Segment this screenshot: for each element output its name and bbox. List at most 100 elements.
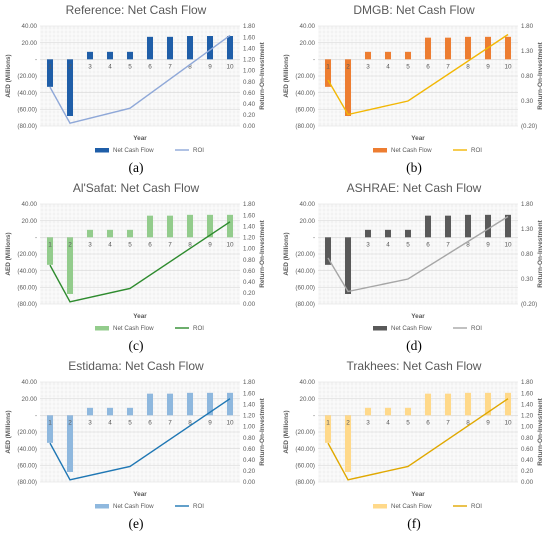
y2-tick-label: 1.80	[521, 379, 534, 386]
y2-tick-label: (0.20)	[521, 301, 537, 308]
y-tick-label: -	[313, 413, 315, 420]
y-tick-label: 40.00	[300, 201, 316, 208]
y-tick-label: (80.00)	[17, 123, 37, 130]
category-label: 1	[326, 63, 330, 70]
roi-line	[49, 398, 231, 481]
legend-label: Net Cash Flow	[113, 325, 154, 332]
y-tick-label: (40.00)	[295, 446, 315, 453]
panel-label: (f)	[407, 516, 421, 531]
bar-year-4	[385, 407, 391, 416]
category-label: 8	[188, 63, 192, 70]
y2-tick-label: 0.30	[521, 276, 534, 283]
bar-year-1	[47, 59, 53, 87]
roi-line	[49, 34, 231, 125]
y-axis-label: AED (Millions)	[5, 410, 12, 453]
bar-year-4	[385, 51, 391, 60]
category-label: 6	[426, 63, 430, 70]
legend-label: ROI	[471, 325, 482, 332]
legend-bar-swatch	[373, 148, 387, 153]
category-label: 4	[108, 63, 112, 70]
chart-panel-6: Trakhees: Net Cash Flow (80.00) (60.00) (40…	[280, 356, 548, 534]
y2-tick-label: 1.40	[243, 45, 256, 52]
category-label: 10	[504, 419, 512, 426]
bar-year-10	[227, 392, 233, 416]
category-label: 4	[108, 241, 112, 248]
bar-year-2	[67, 415, 73, 472]
y2-tick-label: 1.20	[243, 57, 256, 64]
bar-year-2	[345, 415, 351, 472]
chart-panel-5: Estidama: Net Cash Flow (80.00) (60.00) (40…	[2, 356, 270, 534]
category-label: 1	[48, 241, 52, 248]
y2-tick-label: 0.40	[243, 101, 256, 108]
bar-year-3	[87, 229, 93, 238]
y-tick-label: 40.00	[22, 379, 38, 386]
y-axis-label: AED (Millions)	[5, 54, 12, 97]
category-label: 5	[128, 63, 132, 70]
bar-year-2	[345, 59, 351, 116]
y-tick-label: (40.00)	[17, 268, 37, 275]
category-label: 8	[188, 419, 192, 426]
y2-tick-label: 0.60	[243, 268, 256, 275]
x-axis-label: Year	[411, 135, 425, 142]
y-tick-label: (20.00)	[17, 251, 37, 258]
bar-year-9	[207, 36, 213, 60]
bar-year-6	[147, 393, 153, 416]
x-axis-label: Year	[411, 491, 425, 498]
category-label: 9	[486, 63, 490, 70]
y-tick-label: (60.00)	[17, 463, 37, 470]
chart-title: Reference: Net Cash Flow	[66, 3, 207, 17]
bar-year-8	[187, 214, 193, 238]
y2-tick-label: 0.80	[521, 435, 534, 442]
y2-tick-label: (0.20)	[521, 123, 537, 130]
bar-year-4	[107, 51, 113, 60]
y2-tick-label: 0.00	[243, 123, 256, 130]
y-tick-label: 40.00	[300, 23, 316, 30]
bar-year-5	[405, 229, 411, 238]
category-label: 1	[326, 419, 330, 426]
bar-year-9	[485, 392, 491, 416]
y-tick-label: (20.00)	[17, 429, 37, 436]
bar-year-4	[385, 229, 391, 238]
y2-tick-label: 0.20	[521, 468, 534, 475]
category-label: 7	[446, 241, 450, 248]
category-label: 8	[466, 419, 470, 426]
y2-tick-label: 1.80	[243, 201, 256, 208]
bar-year-3	[87, 407, 93, 416]
chart-svg: Trakhees: Net Cash Flow (80.00) (60.00) (40…	[283, 359, 544, 531]
legend-bar-swatch	[373, 504, 387, 509]
panel-label: (d)	[406, 338, 422, 353]
bar-year-10	[505, 392, 511, 416]
category-label: 3	[366, 419, 370, 426]
category-label: 3	[88, 63, 92, 70]
category-label: 6	[148, 63, 152, 70]
y2-tick-label: 1.40	[243, 401, 256, 408]
legend-label: Net Cash Flow	[391, 325, 432, 332]
roi-line	[49, 221, 231, 303]
y2-tick-label: 1.00	[243, 246, 256, 253]
y-tick-label: -	[313, 235, 315, 242]
y2-tick-label: 0.40	[243, 457, 256, 464]
category-label: 10	[226, 241, 234, 248]
y-tick-label: (40.00)	[295, 268, 315, 275]
bar-year-7	[167, 36, 173, 60]
y2-tick-label: 1.00	[243, 68, 256, 75]
category-label: 7	[446, 419, 450, 426]
y-tick-label: 20.00	[300, 218, 316, 225]
bar-year-1	[325, 237, 331, 265]
y2-tick-label: 0.20	[243, 468, 256, 475]
y2-axis-label: Return-On-Investment	[537, 397, 544, 465]
y2-tick-label: 0.40	[521, 457, 534, 464]
bar-year-7	[167, 393, 173, 416]
bar-year-8	[465, 214, 471, 238]
y-tick-label: (80.00)	[295, 123, 315, 130]
category-label: 1	[326, 241, 330, 248]
legend-bar-swatch	[95, 148, 109, 153]
chart-svg: ASHRAE: Net Cash Flow (80.00) (60.00) (40.0…	[283, 181, 544, 353]
category-label: 4	[386, 241, 390, 248]
y-tick-label: -	[313, 57, 315, 64]
category-label: 2	[346, 63, 350, 70]
y-tick-label: -	[35, 57, 37, 64]
roi-line	[327, 398, 509, 481]
bar-year-5	[127, 407, 133, 416]
